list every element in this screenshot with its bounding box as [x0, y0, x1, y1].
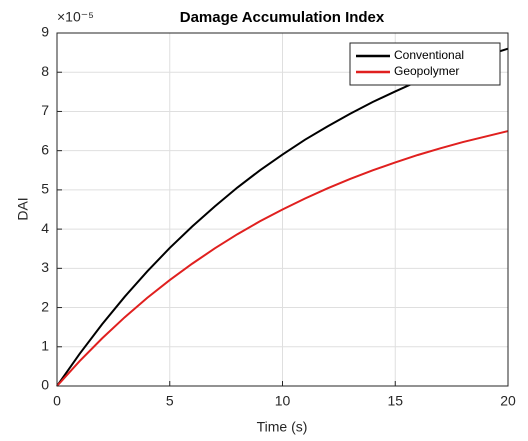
y-tick-label: 2: [41, 298, 49, 314]
y-tick-label: 8: [41, 63, 49, 79]
y-tick-label: 7: [41, 102, 49, 118]
x-tick-label: 15: [387, 393, 403, 409]
axes-box: [56, 32, 509, 387]
y-multiplier: ×10⁻⁵: [57, 9, 94, 25]
x-axis-label: Time (s): [257, 419, 308, 435]
legend-box: [349, 42, 501, 86]
x-tick-label: 5: [166, 393, 174, 409]
line: [56, 130, 509, 387]
y-tick-label: 1: [41, 337, 49, 353]
chart-title: Damage Accumulation Index: [180, 9, 385, 26]
y-tick-label: 5: [41, 181, 49, 197]
legend-label: Conventional: [394, 48, 464, 62]
x-tick-label: 10: [275, 393, 291, 409]
y-tick-label: 3: [41, 259, 49, 275]
y-axis-label: DAI: [15, 197, 31, 220]
y-tick-label: 0: [41, 377, 49, 393]
y-tick-label: 6: [41, 141, 49, 157]
y-tick-label: 9: [41, 24, 49, 40]
x-tick-label: 0: [53, 393, 61, 409]
legend-label: Geopolymer: [394, 64, 459, 78]
x-tick-label: 20: [500, 393, 516, 409]
y-tick-label: 4: [41, 220, 49, 236]
